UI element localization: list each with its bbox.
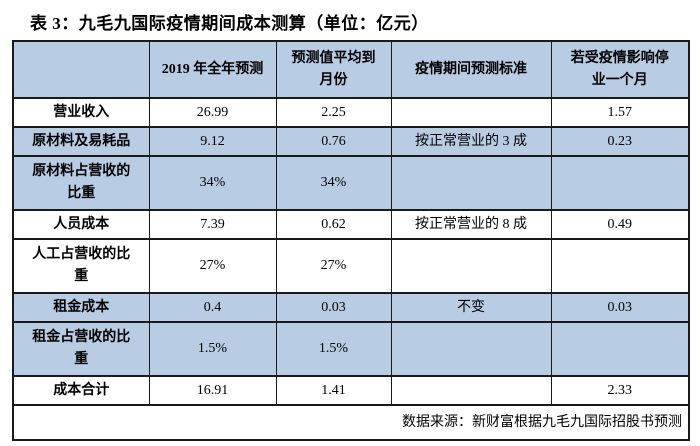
cell: 0.4 (148, 292, 277, 323)
cell: 不变 (390, 292, 552, 323)
col-header-one-month-shutdown: 若受疫情影响停 业一个月 (550, 40, 690, 99)
data-source-note: 数据来源：新财富根据九毛九国际招股书预测 (12, 404, 690, 441)
table-row-staff-cost: 人员成本 7.39 0.62 按正常营业的 8 成 0.49 (12, 209, 690, 240)
cell: 按正常营业的 8 成 (390, 209, 552, 240)
row-label: 人员成本 (12, 209, 150, 240)
cell: 0.23 (550, 126, 690, 157)
cell: 按正常营业的 3 成 (390, 126, 552, 157)
cell: 0.62 (275, 209, 392, 240)
corner-header-cell (12, 40, 150, 99)
table-row-rent-ratio: 租金占营收的比 重 1.5% 1.5% (12, 321, 690, 377)
row-label: 租金占营收的比 重 (12, 321, 150, 377)
cell (390, 238, 552, 294)
cost-table: 2019 年全年预测 预测值平均到 月份 疫情期间预测标准 若受疫情影响停 业一… (12, 40, 690, 441)
col-header-monthly-average: 预测值平均到 月份 (275, 40, 392, 99)
cell (390, 155, 552, 211)
cell: 26.99 (148, 97, 277, 128)
cell (390, 97, 552, 128)
cell (550, 238, 690, 294)
row-label: 营业收入 (12, 97, 150, 128)
table-row-rent-cost: 租金成本 0.4 0.03 不变 0.03 (12, 292, 690, 323)
col-header-epidemic-standard: 疫情期间预测标准 (390, 40, 552, 99)
row-label: 成本合计 (12, 375, 150, 406)
cell: 1.5% (275, 321, 392, 377)
cell: 34% (148, 155, 277, 211)
cell: 7.39 (148, 209, 277, 240)
cell: 0.03 (550, 292, 690, 323)
table-row-revenue: 营业收入 26.99 2.25 1.57 (12, 97, 690, 128)
cell (390, 375, 552, 406)
cell (550, 155, 690, 211)
col-header-2019-forecast: 2019 年全年预测 (148, 40, 277, 99)
cell: 1.41 (275, 375, 392, 406)
row-label: 人工占营收的比 重 (12, 238, 150, 294)
cell: 0.49 (550, 209, 690, 240)
table-row-raw-materials: 原材料及易耗品 9.12 0.76 按正常营业的 3 成 0.23 (12, 126, 690, 157)
cell: 1.57 (550, 97, 690, 128)
cell: 16.91 (148, 375, 277, 406)
cell: 0.76 (275, 126, 392, 157)
cell (390, 321, 552, 377)
cell: 9.12 (148, 126, 277, 157)
table-row-raw-materials-ratio: 原材料占营收的 比重 34% 34% (12, 155, 690, 211)
cell: 34% (275, 155, 392, 211)
source-row: 数据来源：新财富根据九毛九国际招股书预测 (12, 404, 690, 441)
cell: 0.03 (275, 292, 392, 323)
header-row: 2019 年全年预测 预测值平均到 月份 疫情期间预测标准 若受疫情影响停 业一… (12, 40, 690, 99)
report-page: 表 3：九毛九国际疫情期间成本测算（单位：亿元） 2019 年全年预测 预测值平… (0, 9, 700, 446)
cell: 27% (148, 238, 277, 294)
cell: 2.33 (550, 375, 690, 406)
cell: 2.25 (275, 97, 392, 128)
cell: 1.5% (148, 321, 277, 377)
row-label: 原材料及易耗品 (12, 126, 150, 157)
table-row-total-cost: 成本合计 16.91 1.41 2.33 (12, 375, 690, 406)
row-label: 原材料占营收的 比重 (12, 155, 150, 211)
cell (550, 321, 690, 377)
row-label: 租金成本 (12, 292, 150, 323)
table-title: 表 3：九毛九国际疫情期间成本测算（单位：亿元） (30, 14, 429, 33)
cell: 27% (275, 238, 392, 294)
table-row-labor-ratio: 人工占营收的比 重 27% 27% (12, 238, 690, 294)
